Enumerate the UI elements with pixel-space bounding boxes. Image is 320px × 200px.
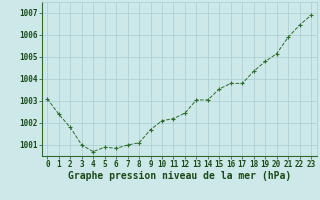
X-axis label: Graphe pression niveau de la mer (hPa): Graphe pression niveau de la mer (hPa) bbox=[68, 171, 291, 181]
